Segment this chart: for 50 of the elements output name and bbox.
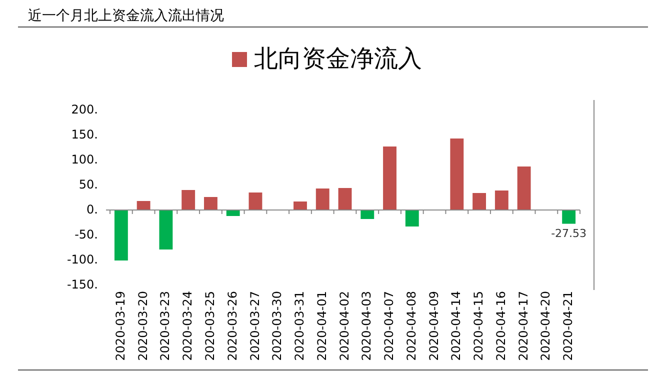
y-tick-label: 200. — [71, 102, 98, 116]
bar — [316, 188, 330, 210]
bar — [360, 210, 374, 219]
legend-label: 北向资金净流入 — [254, 44, 422, 73]
bar — [248, 192, 262, 210]
y-tick-label: -150. — [66, 277, 98, 292]
y-tick-label: -100. — [66, 252, 98, 266]
x-tick-label: 2020-03-25 — [202, 291, 217, 361]
x-tick-label: 2020-03-27 — [248, 291, 262, 361]
bar — [405, 210, 419, 226]
bar — [338, 188, 352, 210]
y-tick-label: 0. — [86, 202, 98, 216]
chart-title: 近一个月北上资金流入流出情况 — [28, 8, 224, 24]
x-tick-label: 2020-03-26 — [225, 291, 240, 361]
x-tick-label: 2020-03-24 — [180, 291, 195, 361]
bar — [494, 190, 508, 210]
bar — [159, 210, 173, 250]
bar — [204, 197, 218, 210]
x-tick-label: 2020-03-30 — [270, 291, 284, 361]
x-tick-label: 2020-04-17 — [516, 291, 530, 361]
x-tick-label: 2020-03-20 — [136, 291, 150, 361]
x-tick-label: 2020-04-02 — [337, 291, 352, 361]
x-tick-label: 2020-04-08 — [404, 291, 418, 361]
y-tick-label: 150. — [71, 127, 98, 142]
bar — [450, 138, 464, 210]
x-tick-label: 2020-03-23 — [158, 291, 172, 361]
y-tick-label: -50. — [74, 227, 98, 242]
x-tick-label: 2020-04-16 — [494, 291, 508, 361]
bar — [517, 166, 531, 210]
bar — [136, 201, 150, 210]
y-tick-label: 50. — [78, 177, 98, 192]
x-tick-label: 2020-04-20 — [538, 291, 553, 361]
bar — [383, 146, 396, 210]
x-tick-label: 2020-04-14 — [449, 291, 464, 361]
bar — [182, 190, 196, 210]
bar — [294, 202, 307, 210]
x-tick-label: 2020-04-03 — [360, 291, 374, 361]
x-tick-label: 2020-04-07 — [382, 291, 396, 361]
x-tick-label: 2020-04-01 — [314, 291, 329, 361]
bar — [226, 210, 240, 216]
data-label: -27.53 — [551, 226, 587, 240]
x-tick-label: 2020-04-21 — [561, 291, 576, 361]
x-tick-label: 2020-03-31 — [292, 291, 307, 361]
x-tick-label: 2020-04-09 — [426, 291, 441, 361]
x-tick-label: 2020-04-15 — [472, 291, 486, 361]
x-tick-label: 2020-03-19 — [113, 291, 128, 361]
y-tick-label: 100. — [71, 152, 98, 166]
bar — [114, 210, 128, 260]
bar — [472, 193, 486, 210]
bar — [562, 210, 576, 224]
